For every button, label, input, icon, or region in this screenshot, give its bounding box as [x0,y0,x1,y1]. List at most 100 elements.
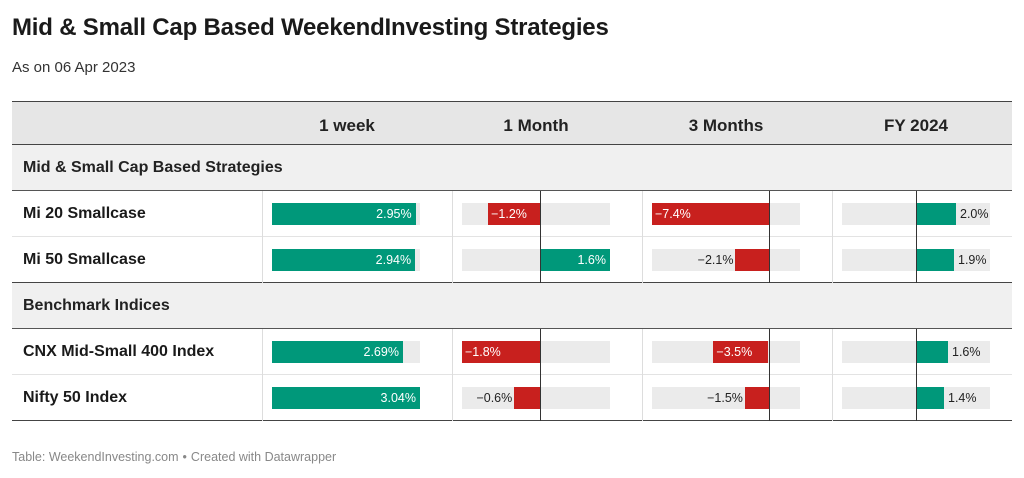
page-title: Mid & Small Cap Based WeekendInvesting S… [12,14,609,41]
footer-source: Table: WeekendInvesting.com [12,450,179,464]
performance-table: 1 week 1 Month 3 Months FY 2024 Mid & Small … [12,101,1012,425]
column-divider [642,329,643,375]
positive-bar [916,387,944,409]
zero-line [915,237,917,283]
bar-cell: 1.4% [842,375,990,421]
bar-cell: 1.6% [842,329,990,375]
zero-line [768,329,770,375]
bar-cell: 2.95% [272,191,420,237]
positive-bar [540,249,610,271]
negative-bar [514,387,541,409]
value-label: −0.6% [476,391,513,405]
zero-line [540,375,542,421]
negative-bar [735,249,769,271]
bar-cell: 1.9% [842,237,990,283]
positive-bar [916,203,956,225]
group-label: Mid & Small Cap Based Strategies [23,159,283,176]
table-row: Nifty 50 Index 3.04% −0.6% −1.5% 1.4% [12,375,1012,421]
zero-line [915,329,917,375]
zero-line [915,191,917,237]
negative-bar [462,341,541,363]
row-label: Mi 50 Smallcase [23,251,146,268]
group-header-row: Benchmark Indices [12,283,1012,329]
positive-bar [916,249,954,271]
value-label: 1.6% [577,253,606,267]
bar-cell: 2.69% [272,329,420,375]
value-label: −1.8% [465,345,501,359]
bar-cell: −1.5% [652,375,800,421]
bar-cell: −7.4% [652,191,800,237]
negative-bar [488,203,541,225]
value-label: 2.94% [375,253,412,267]
table-row: Mi 50 Smallcase 2.94% 1.6% −2.1% 1.9% [12,237,1012,283]
column-divider [452,191,453,237]
value-label: 3.04% [380,391,416,405]
zero-line [540,237,542,283]
column-divider [832,329,833,375]
column-divider [832,191,833,237]
group-header-row: Mid & Small Cap Based Strategies [12,145,1012,191]
negative-bar [744,387,769,409]
value-label: 1.9% [958,253,987,267]
column-divider [832,237,833,283]
column-divider [452,237,453,283]
column-divider [642,191,643,237]
bar-cell: −3.5% [652,329,800,375]
zero-line [768,237,770,283]
bar-cell: −1.2% [462,191,610,237]
column-divider [262,375,263,421]
bar-cell: −2.1% [652,237,800,283]
column-divider [452,375,453,421]
column-divider [832,375,833,421]
column-divider [642,237,643,283]
column-divider [452,329,453,375]
zero-line [768,375,770,421]
value-label: −1.2% [491,207,527,221]
table-row: Mi 20 Smallcase 2.95% −1.2% −7.4% 2.0% [12,191,1012,237]
value-label: −1.5% [707,391,743,405]
value-label: 1.6% [952,345,981,359]
footer-datawrapper: Created with Datawrapper [190,450,337,464]
positive-bar [272,341,403,363]
column-header: 1 week [319,116,375,135]
positive-bar [272,249,416,271]
positive-bar [272,387,420,409]
bar-cell: 1.6% [462,237,610,283]
value-label: 1.4% [948,391,977,405]
value-label: −7.4% [655,207,691,221]
table-row: CNX Mid-Small 400 Index 2.69% −1.8% −3.5% 1.… [12,329,1012,375]
footer-credit: Table: WeekendInvesting.com • Created with… [12,450,336,464]
positive-bar [916,341,948,363]
column-header: FY 2024 [884,116,948,135]
column-header: 1 Month [503,116,569,135]
value-label: −3.5% [716,345,753,359]
zero-line [915,375,917,421]
group-label: Benchmark Indices [23,297,170,314]
bar-cell: −0.6% [462,375,610,421]
zero-line [540,191,542,237]
value-label: 2.69% [363,345,399,359]
bar-cell: 3.04% [272,375,420,421]
value-label: 2.0% [960,207,989,221]
footer-bullet: • [182,450,187,464]
value-label: −2.1% [697,253,734,267]
column-divider [642,375,643,421]
negative-bar [713,341,769,363]
row-label: CNX Mid-Small 400 Index [23,343,215,360]
value-label: 2.95% [376,207,412,221]
column-divider [262,237,263,283]
column-divider [262,191,263,237]
bar-cell: 2.94% [272,237,420,283]
zero-line [768,191,770,237]
row-label: Nifty 50 Index [23,389,128,406]
zero-line [540,329,542,375]
row-label: Mi 20 Smallcase [23,205,146,222]
bar-cell: −1.8% [462,329,610,375]
negative-bar [652,203,769,225]
column-divider [262,329,263,375]
column-header: 3 Months [688,116,764,135]
table-header-row: 1 week 1 Month 3 Months FY 2024 [12,101,1012,145]
positive-bar [272,203,416,225]
page-subtitle: As on 06 Apr 2023 [12,59,136,76]
bar-cell: 2.0% [842,191,990,237]
